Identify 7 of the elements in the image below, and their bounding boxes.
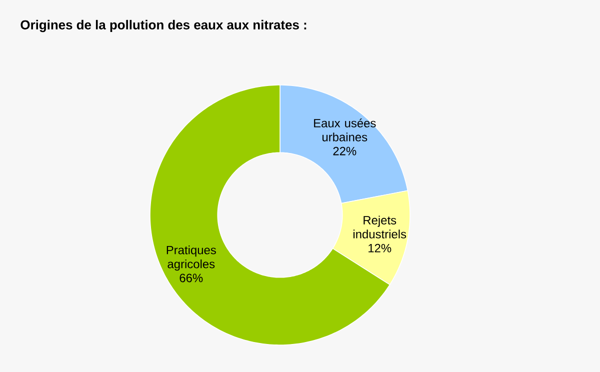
chart-title: Origines de la pollution des eaux aux nitrates : [20, 20, 306, 32]
slice-label: Pratiques agricoles [166, 246, 216, 271]
slice-label: Eaux usées urbaines [314, 118, 376, 142]
data-label: 66% [180, 274, 203, 282]
slice-label: Rejets industriels [354, 216, 406, 238]
data-label: 12% [368, 244, 392, 252]
data-label: 22% [333, 146, 356, 156]
